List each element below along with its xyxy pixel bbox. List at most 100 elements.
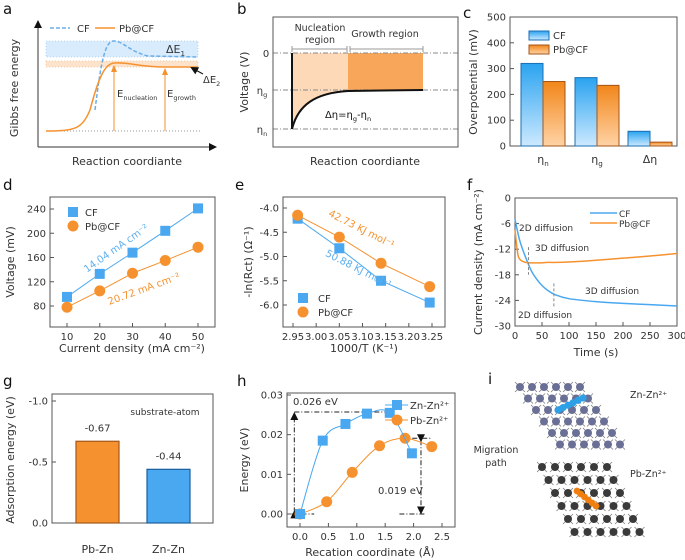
x-tick-label: 2.0 bbox=[406, 532, 422, 543]
migration-path-label-2: path bbox=[485, 458, 507, 469]
panel-label-f: f bbox=[467, 176, 473, 194]
y-tick-label: 0.0 bbox=[32, 519, 48, 530]
x-axis-label: Time (s) bbox=[573, 346, 619, 359]
y-tick-label: 160 bbox=[27, 253, 46, 264]
atom bbox=[532, 406, 540, 414]
legend-pb-label: Pb-Zn²⁺ bbox=[410, 416, 448, 427]
delta-e2-label-main: ΔE bbox=[203, 75, 216, 86]
x-axis-label: 1000/T (K⁻¹) bbox=[330, 342, 398, 355]
value-label: -0.67 bbox=[85, 423, 111, 434]
tick-eta-g: ηg bbox=[257, 86, 267, 99]
delta-e2-label: ΔE2 bbox=[203, 75, 220, 88]
atom bbox=[548, 394, 556, 403]
category-label: Δη bbox=[643, 153, 658, 166]
bar-pb-zn bbox=[75, 440, 120, 524]
y-tick-label: 120 bbox=[27, 277, 46, 288]
x-tick-label: 2.95 bbox=[282, 332, 304, 343]
panel-label-h: h bbox=[237, 372, 247, 390]
category-label-main: η bbox=[537, 153, 544, 166]
formula-part: g bbox=[353, 115, 357, 123]
migration-path-label: Migration bbox=[474, 445, 519, 456]
e-growth-label-main: E bbox=[167, 89, 173, 100]
series-curve bbox=[299, 409, 413, 515]
data-point-pb bbox=[127, 267, 138, 279]
legend-zn-label: Zn-Zn²⁺ bbox=[410, 401, 449, 412]
legend-pb-label: Pb@CF bbox=[553, 45, 588, 56]
formula-part: Δη=η bbox=[325, 110, 353, 121]
data-point-zn bbox=[295, 509, 305, 519]
atom bbox=[536, 394, 544, 403]
y-tick-label: -12 bbox=[495, 245, 511, 256]
atom bbox=[622, 502, 631, 510]
category-label: ηg bbox=[591, 153, 603, 168]
atom bbox=[588, 417, 596, 426]
legend-pb-marker bbox=[297, 306, 309, 318]
atom bbox=[538, 463, 546, 471]
x-tick-label: 200 bbox=[613, 331, 632, 342]
x-tick-label: 10 bbox=[61, 332, 74, 343]
category-label-sub: g bbox=[598, 159, 603, 168]
y-tick-label: 100 bbox=[487, 116, 506, 127]
atom bbox=[603, 463, 611, 471]
bar-pb bbox=[596, 84, 620, 147]
e-growth-label: Egrowth bbox=[167, 89, 196, 102]
x-tick-label: 1.0 bbox=[349, 532, 365, 543]
y-tick-label: 500 bbox=[487, 13, 506, 24]
atom bbox=[552, 383, 560, 391]
x-axis-label: Recation coordinate (Å) bbox=[305, 546, 435, 559]
atom bbox=[629, 515, 637, 523]
category-label-main: Δη bbox=[643, 153, 658, 166]
atom bbox=[609, 502, 618, 510]
atom bbox=[551, 489, 559, 497]
y-tick-label: 0.00 bbox=[261, 510, 283, 521]
data-point-cf bbox=[424, 297, 435, 308]
legend-pb-label: Pb@CF bbox=[119, 24, 154, 35]
y-tick-label: 400 bbox=[487, 38, 506, 49]
zn-substrate-lattice bbox=[514, 381, 626, 450]
y-tick-label: -1.0 bbox=[28, 397, 48, 408]
data-point-pb bbox=[192, 241, 204, 253]
legend-zn-marker bbox=[392, 400, 402, 410]
atom bbox=[590, 489, 598, 497]
x-tick-label: 2.5 bbox=[434, 532, 450, 543]
y-tick-label: -18 bbox=[495, 270, 511, 281]
data-point-pb bbox=[61, 301, 73, 313]
data-point-pb bbox=[375, 257, 387, 269]
bar-cf bbox=[627, 130, 651, 147]
activation-energy-cf: 50.88 KJ mol⁻¹ bbox=[323, 248, 393, 291]
annotation-2d-diffusion: 2D diffusion bbox=[519, 224, 573, 234]
y-tick-label: 0 bbox=[505, 194, 511, 205]
tick-eta-n-sub: n bbox=[263, 130, 267, 138]
e-growth-label-sub: growth bbox=[173, 94, 196, 102]
x-axis-label: Reaction coordiante bbox=[72, 155, 182, 168]
atom bbox=[596, 528, 605, 536]
atom bbox=[544, 406, 552, 414]
atom bbox=[609, 528, 618, 536]
x-tick-label: 3.15 bbox=[375, 332, 397, 343]
legend-cf-swatch bbox=[528, 30, 550, 41]
pb-substrate-lattice bbox=[536, 461, 645, 538]
atom bbox=[616, 489, 624, 497]
substrate-atom-label: substrate-atom bbox=[130, 408, 199, 418]
value-label: -0.44 bbox=[156, 451, 182, 462]
atom bbox=[557, 476, 566, 484]
atom bbox=[583, 476, 592, 484]
legend-pb-marker bbox=[67, 220, 79, 232]
series-line bbox=[297, 218, 430, 304]
category-label: Pb-Zn bbox=[81, 543, 113, 556]
atom bbox=[551, 463, 559, 471]
atom bbox=[577, 463, 585, 471]
formula-part: n bbox=[367, 115, 371, 123]
data-point-pb bbox=[159, 255, 171, 267]
atom bbox=[603, 515, 611, 523]
growth-region-label: Growth region bbox=[351, 29, 418, 40]
atom bbox=[600, 417, 608, 426]
bar-pb bbox=[649, 141, 673, 147]
nucleation-region-fill bbox=[292, 53, 348, 129]
legend-cf-label: CF bbox=[619, 210, 630, 220]
data-point-zn bbox=[384, 407, 395, 418]
nucleation-region-label: Nucleation bbox=[295, 23, 346, 34]
atom bbox=[560, 394, 568, 403]
annotation-2d-diffusion: 2D diffusion bbox=[518, 311, 572, 321]
